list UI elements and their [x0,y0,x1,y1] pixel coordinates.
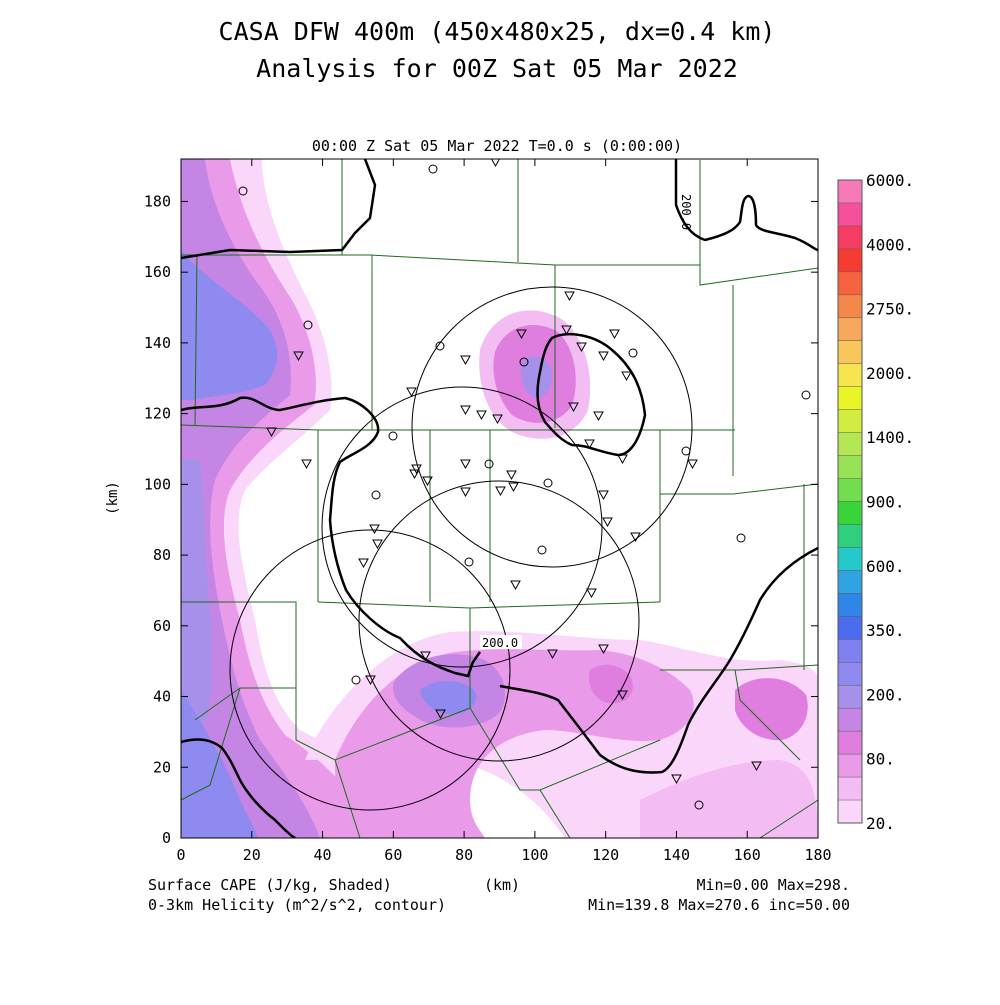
colorbar-label: 1400. [866,428,914,447]
x-axis-label: (km) [484,876,520,894]
y-tick-label: 160 [144,263,171,281]
colorbar-label: 600. [866,557,905,576]
contour-label-bottom: 200.0 [482,636,518,650]
colorbar-label: 20. [866,814,895,833]
x-tick-label: 140 [663,846,690,864]
colorbar-label: 80. [866,750,895,769]
x-tick-label: 0 [176,846,185,864]
y-tick-label: 60 [153,617,171,635]
colorbar-swatch [838,501,862,525]
y-axis-label: (km) [105,481,121,515]
colorbar-swatch [838,616,862,640]
y-tick-label: 140 [144,334,171,352]
colorbar-swatch [838,685,862,709]
y-tick-label: 120 [144,405,171,423]
colorbar-swatch [838,547,862,571]
colorbar-label: 900. [866,493,905,512]
x-tick-label: 100 [521,846,548,864]
y-tick-label: 80 [153,546,171,564]
footer-helicity-range: Min=139.8 Max=270.6 inc=50.00 [588,896,850,914]
colorbar-label: 2750. [866,300,914,319]
colorbar-label: 2000. [866,364,914,383]
colorbar-swatch [838,524,862,548]
y-tick-label: 20 [153,758,171,776]
x-tick-label: 20 [243,846,261,864]
colorbar-swatch [838,294,862,318]
colorbar-frame [837,179,863,824]
colorbar-swatch [838,317,862,341]
x-tick-label: 80 [455,846,473,864]
colorbar-swatch [838,639,862,663]
footer-cape-range: Min=0.00 Max=298. [696,876,850,894]
colorbar-swatch [838,271,862,295]
station-markers-triangles [266,159,762,785]
radar-ring-2 [411,286,693,568]
colorbar-swatch [838,708,862,732]
colorbar-swatch [838,754,862,778]
colorbar-swatch [838,478,862,502]
x-tick-label: 40 [314,846,332,864]
contour-label-top: 200.0 [679,194,693,230]
colorbar-swatch [838,409,862,433]
x-axis: 0 20 40 60 80 100 120 140 160 180 [176,159,832,864]
colorbar-swatch [838,386,862,410]
title-line-1: CASA DFW 400m (450x480x25, dx=0.4 km) [219,17,776,46]
colorbar-swatch [838,731,862,755]
helicity-contours [181,159,818,838]
radar-ring-3 [358,480,640,762]
colorbar-swatch [838,455,862,479]
footer-contour-variable: 0-3km Helicity (m^2/s^2, contour) [148,896,446,914]
colorbar-swatch [838,248,862,272]
title-line-2: Analysis for 00Z Sat 05 Mar 2022 [256,54,738,83]
colorbar-swatch [838,202,862,226]
colorbar-label: 6000. [866,171,914,190]
radar-ring-1 [321,386,603,668]
colorbar-swatch [838,777,862,801]
x-tick-label: 180 [804,846,831,864]
plot-area: 200.0 200.0 [181,159,818,838]
county-boundaries [181,159,818,838]
colorbar-label: 350. [866,621,905,640]
colorbar-swatch [838,180,862,203]
colorbar-swatch [838,432,862,456]
colorbar: 20. 80. 200. 350. 600. 900. 1400. 2000. 2750. 400… [837,171,914,833]
y-tick-label: 0 [162,829,171,847]
x-tick-label: 160 [734,846,761,864]
colorbar-swatch [838,662,862,686]
colorbar-label: 200. [866,685,905,704]
x-tick-label: 60 [384,846,402,864]
radar-ring-4 [229,529,511,811]
time-label: 00:00 Z Sat 05 Mar 2022 T=0.0 s (0:00:00… [312,137,682,155]
y-tick-label: 40 [153,688,171,706]
station-markers-circles [238,164,811,810]
cape-shading-west [181,159,430,838]
colorbar-swatch [838,593,862,617]
plot-frame [180,158,819,839]
colorbar-swatch [838,800,862,823]
radar-rings [229,286,693,811]
colorbar-swatch [838,340,862,364]
cape-shading-south [305,631,818,838]
y-tick-label: 180 [144,192,171,210]
colorbar-swatch [838,225,862,249]
y-axis: 0 20 40 60 80 100 120 140 160 180 [144,192,818,847]
footer-shaded-variable: Surface CAPE (J/kg, Shaded) [148,876,392,894]
y-tick-label: 100 [144,475,171,493]
colorbar-swatch [838,363,862,387]
x-tick-label: 120 [592,846,619,864]
colorbar-swatch [838,570,862,594]
colorbar-label: 4000. [866,235,914,254]
